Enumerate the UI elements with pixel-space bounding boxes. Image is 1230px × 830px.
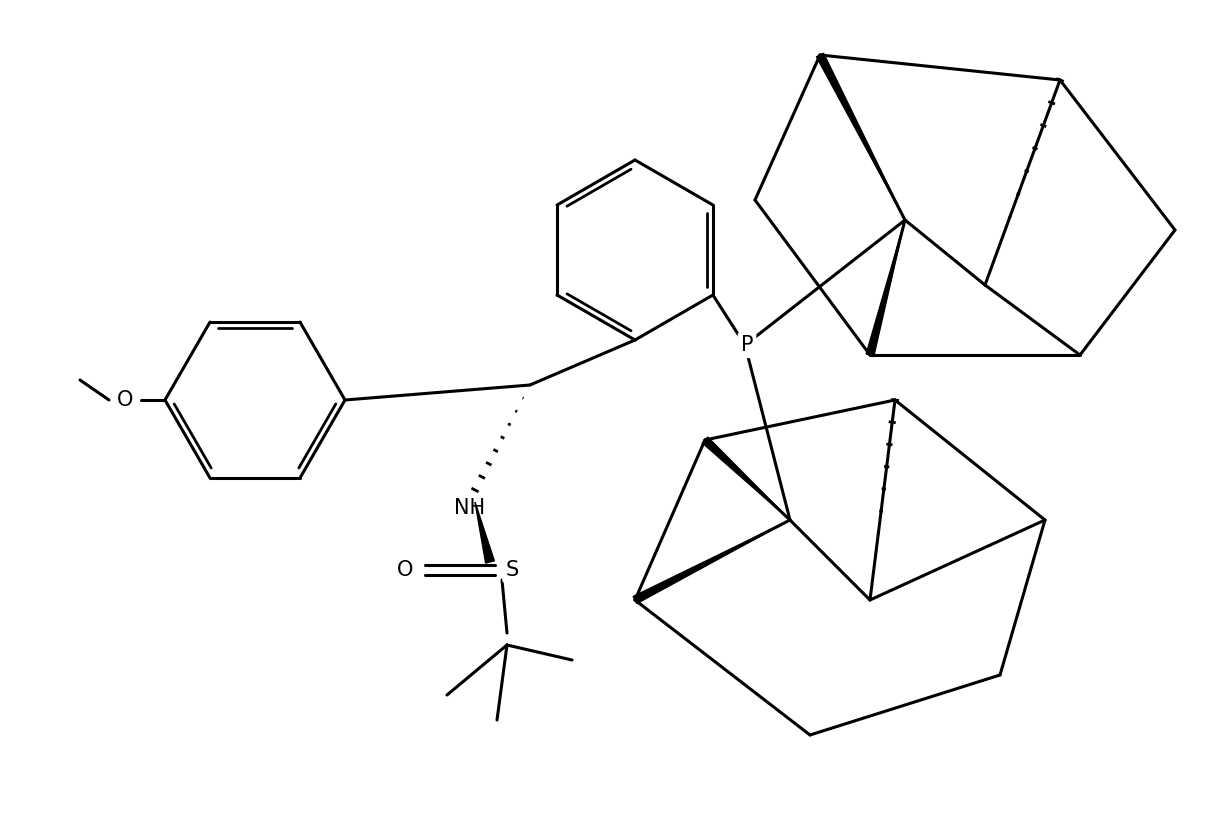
Polygon shape: [633, 520, 790, 603]
Polygon shape: [702, 437, 790, 520]
Text: P: P: [740, 335, 753, 355]
Polygon shape: [817, 53, 905, 220]
Polygon shape: [866, 220, 905, 356]
Text: S: S: [506, 560, 519, 580]
Polygon shape: [475, 502, 494, 563]
Text: O: O: [397, 560, 413, 580]
Text: O: O: [117, 390, 133, 410]
Text: NH: NH: [454, 498, 486, 518]
